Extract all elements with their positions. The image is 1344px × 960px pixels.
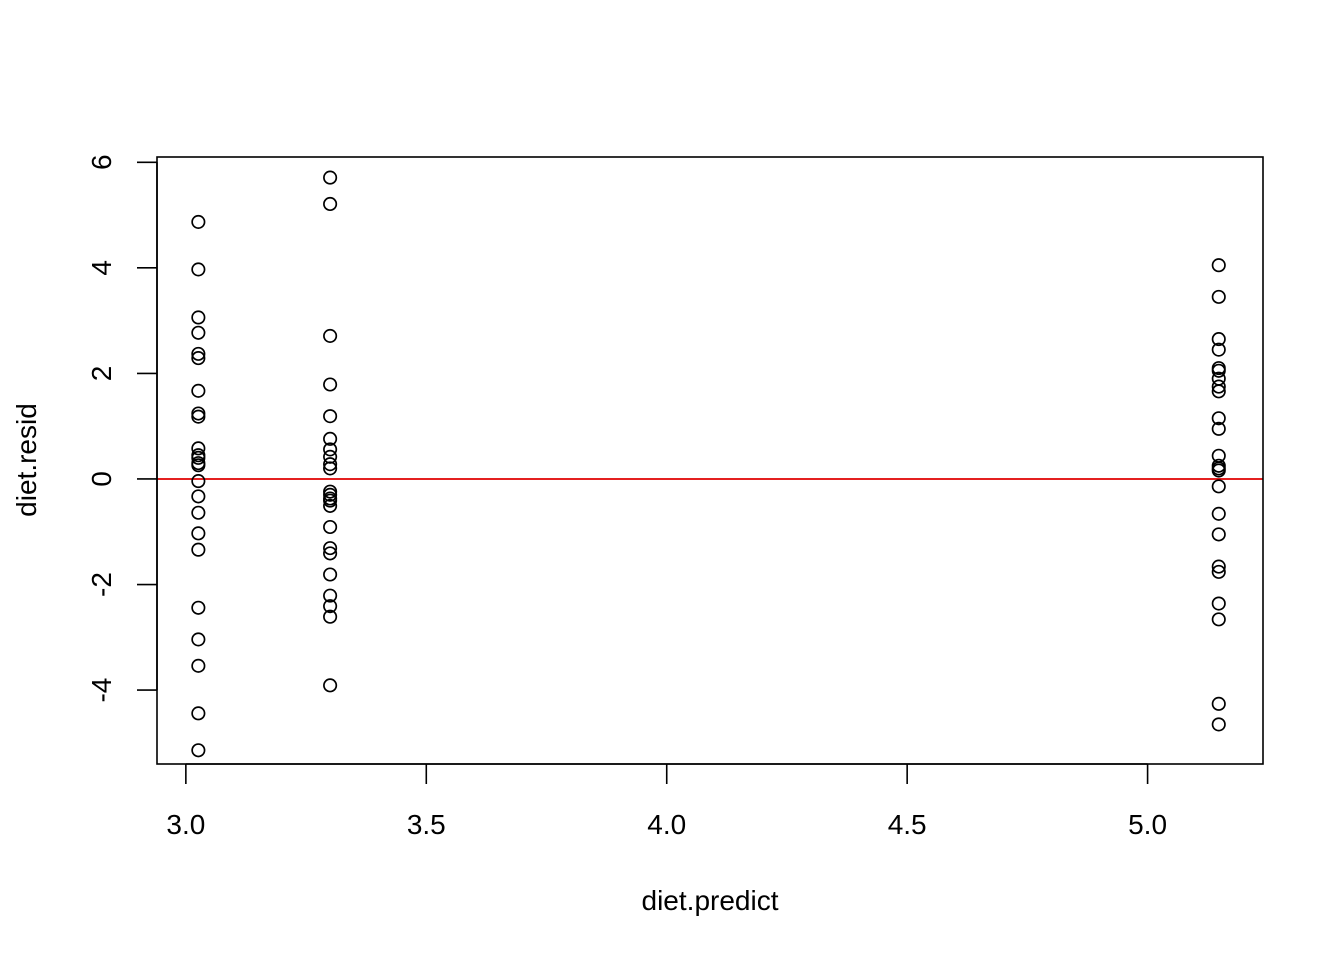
x-tick-label: 5.0 — [1128, 809, 1167, 840]
data-point — [323, 461, 338, 476]
data-point — [323, 196, 338, 212]
data-point — [1211, 342, 1226, 357]
data-point — [323, 328, 338, 343]
data-point — [191, 706, 206, 721]
data-point — [191, 526, 206, 541]
data-point — [1211, 371, 1226, 386]
data-point — [1211, 506, 1226, 521]
data-point — [323, 498, 338, 513]
data-point — [1211, 363, 1226, 378]
data-point — [191, 743, 206, 758]
y-tick-label: -2 — [86, 572, 117, 597]
data-point — [323, 377, 338, 392]
x-axis: 3.0 3.5 4.0 4.5 5.0 — [166, 763, 1167, 840]
data-point — [323, 541, 338, 556]
data-point — [1211, 411, 1226, 426]
data-points — [191, 170, 1226, 758]
data-point — [1211, 696, 1226, 711]
data-point — [191, 351, 206, 366]
y-tick-label: 2 — [86, 366, 117, 382]
data-point — [323, 567, 338, 582]
data-point — [191, 383, 206, 398]
data-point — [323, 493, 338, 508]
data-point — [1211, 421, 1226, 436]
data-point — [1211, 258, 1226, 273]
data-point — [191, 409, 206, 424]
data-point — [191, 632, 206, 647]
data-point — [1211, 559, 1226, 574]
data-point — [191, 456, 206, 471]
data-point — [1211, 479, 1226, 494]
x-tick-label: 3.0 — [166, 809, 205, 840]
data-point — [1211, 379, 1226, 394]
data-point — [323, 170, 338, 185]
data-point — [191, 450, 206, 465]
data-point — [1211, 717, 1226, 732]
data-point — [191, 325, 206, 340]
data-point — [191, 346, 206, 361]
data-point — [1211, 332, 1226, 347]
data-point — [1211, 612, 1226, 627]
data-point — [323, 609, 338, 624]
data-point — [323, 599, 338, 614]
x-tick-label: 4.5 — [888, 809, 927, 840]
data-point — [191, 489, 206, 504]
x-tick-label: 3.5 — [407, 809, 446, 840]
data-point — [323, 588, 338, 603]
data-point — [1211, 527, 1226, 542]
y-tick-label: 6 — [86, 154, 117, 170]
data-point — [323, 678, 338, 693]
data-point — [323, 457, 338, 472]
data-point — [191, 505, 206, 520]
data-point — [1211, 289, 1226, 304]
data-point — [323, 546, 338, 561]
y-tick-label: 4 — [86, 260, 117, 276]
y-tick-label: 0 — [86, 471, 117, 487]
data-point — [323, 409, 338, 424]
y-axis-label: diet.resid — [11, 403, 42, 517]
data-point — [1211, 564, 1226, 579]
data-point — [191, 441, 206, 456]
data-point — [191, 600, 206, 615]
data-point — [191, 474, 206, 489]
x-tick-label: 4.0 — [647, 809, 686, 840]
data-point — [191, 262, 206, 277]
data-point — [191, 310, 206, 325]
y-axis: -4 -2 0 2 4 6 — [86, 154, 158, 703]
x-axis-label: diet.predict — [642, 885, 779, 916]
data-point — [191, 658, 206, 673]
data-point — [1211, 461, 1226, 476]
data-point — [191, 542, 206, 557]
data-point — [323, 519, 338, 535]
data-point — [1211, 596, 1226, 611]
data-point — [323, 442, 338, 457]
y-tick-label: -4 — [86, 678, 117, 703]
data-point — [191, 214, 206, 229]
data-point — [323, 487, 338, 502]
data-point — [323, 431, 338, 446]
